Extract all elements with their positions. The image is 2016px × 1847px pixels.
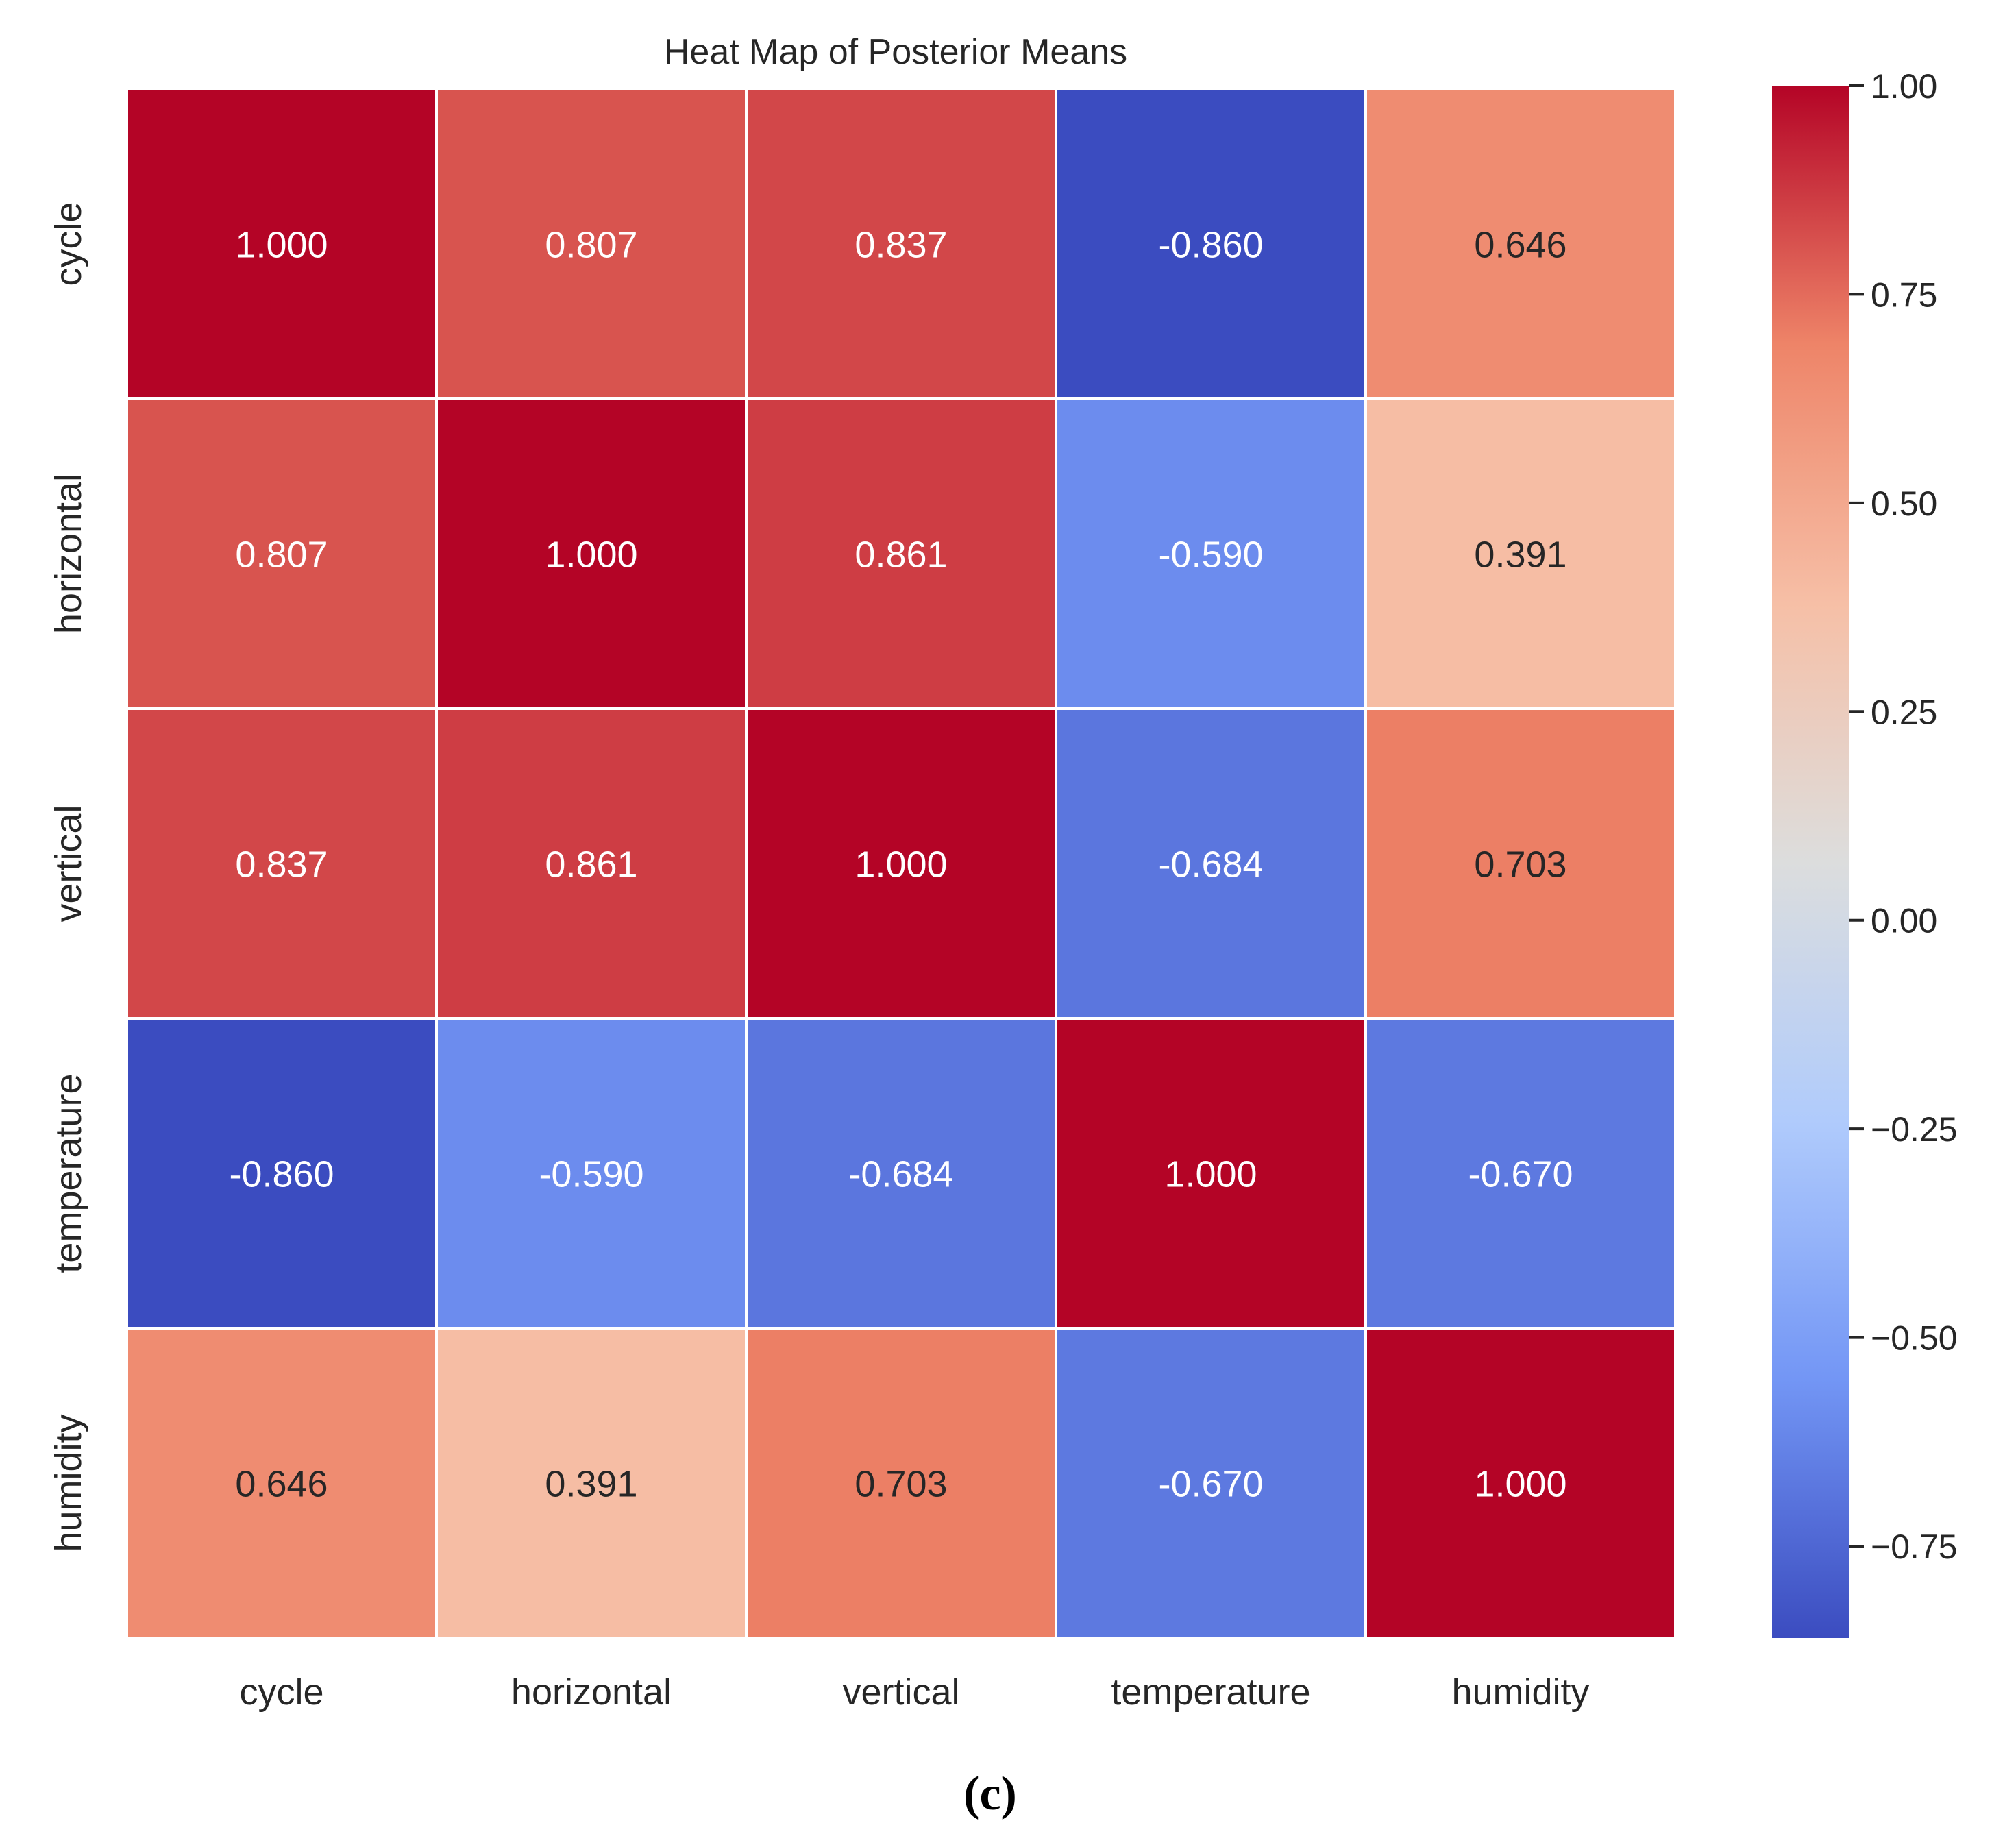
colorbar-scale — [1772, 86, 1849, 1638]
y-tick-label: vertical — [48, 805, 89, 922]
y-tick-label: temperature — [48, 1073, 89, 1273]
colorbar-tick-label: 0.75 — [1871, 276, 1937, 314]
colorbar: 1.00 0.75 0.50 0.25 0.00 −0.25 −0.50 −0.75 — [1772, 67, 1958, 1638]
heatmap-cell — [1364, 397, 1677, 710]
heatmap-cell-label: 0.703 — [855, 1463, 947, 1504]
heatmap-cell-label: 0.646 — [1474, 224, 1566, 265]
heatmap-cell — [435, 707, 748, 1020]
heatmap-cell-label: 1.000 — [545, 534, 637, 575]
y-tick-label: humidity — [48, 1414, 89, 1552]
x-tick-label: temperature — [1111, 1672, 1310, 1713]
heatmap-cell — [1055, 1327, 1367, 1639]
colorbar-tick-label: 0.50 — [1871, 485, 1937, 523]
heatmap-cell-label: 0.703 — [1474, 844, 1566, 885]
colorbar-tick-label: 0.25 — [1871, 693, 1937, 731]
x-tick-label: humidity — [1451, 1672, 1589, 1713]
y-tick-label: horizontal — [48, 474, 89, 634]
heatmap-cell-label: 0.861 — [855, 534, 947, 575]
heatmap-cell-labels: 1.000 0.807 0.837 -0.860 0.646 0.807 1.000 0.86… — [229, 224, 1573, 1504]
heatmap-cell — [1055, 1017, 1367, 1330]
heatmap-cell — [745, 1017, 1057, 1330]
heatmap-cell-label: -0.860 — [1158, 224, 1263, 265]
heatmap-cell — [125, 88, 438, 400]
x-tick-label: vertical — [842, 1672, 959, 1713]
colorbar-tick-label: 0.00 — [1871, 902, 1937, 940]
heatmap-cell — [745, 1327, 1057, 1639]
heatmap-cell-label: 0.837 — [855, 224, 947, 265]
heatmap-cell-label: -0.670 — [1468, 1153, 1573, 1195]
heatmap-cell-label: 0.837 — [235, 844, 328, 885]
heatmap-cell — [1055, 707, 1367, 1020]
heatmap-cell — [1364, 1017, 1677, 1330]
heatmap-cell-label: 0.861 — [545, 844, 637, 885]
heatmap-cell — [1364, 707, 1677, 1020]
x-tick-label: horizontal — [511, 1672, 672, 1713]
heatmap-cell-label: -0.860 — [229, 1153, 334, 1195]
colorbar-tick-label: 1.00 — [1871, 67, 1937, 106]
heatmap-cell-label: 0.646 — [235, 1463, 328, 1504]
heatmap-cell-label: -0.590 — [539, 1153, 643, 1195]
heatmap-cell — [745, 397, 1057, 710]
heatmap-cell — [435, 1017, 748, 1330]
heatmap-cell — [1055, 88, 1367, 400]
heatmap-cell — [125, 1327, 438, 1639]
heatmap-cell — [1364, 1327, 1677, 1639]
heatmap-cell-label: 0.391 — [1474, 534, 1566, 575]
heatmap-cell — [435, 397, 748, 710]
heatmap-cell — [745, 88, 1057, 400]
colorbar-tick-label: −0.75 — [1871, 1528, 1958, 1566]
heatmap-cell-label: 1.000 — [1474, 1463, 1566, 1504]
heatmap-cell — [125, 1017, 438, 1330]
x-axis-tick-labels: cycle horizontal vertical temperature humidi… — [239, 1672, 1589, 1713]
y-tick-label: cycle — [48, 201, 89, 286]
heatmap-cell-label: 1.000 — [235, 224, 328, 265]
heatmap-cell — [745, 707, 1057, 1020]
x-tick-label: cycle — [239, 1672, 323, 1713]
heatmap-cell-label: -0.684 — [848, 1153, 953, 1195]
heatmap-cell — [435, 1327, 748, 1639]
heatmap-cell-label: 0.807 — [235, 534, 328, 575]
heatmap-cell-label: 1.000 — [1164, 1153, 1257, 1195]
heatmap-cell — [435, 88, 748, 400]
heatmap-cell — [1055, 397, 1367, 710]
y-axis-tick-labels: cycle horizontal vertical temperature humidi… — [48, 201, 89, 1552]
chart-title: Heat Map of Posterior Means — [664, 32, 1127, 72]
heatmap-cell-label: 0.807 — [545, 224, 637, 265]
heatmap-cell-label: 1.000 — [855, 844, 947, 885]
panel-caption: (c) — [963, 1768, 1017, 1820]
heatmap-cells — [125, 88, 1677, 1639]
heatmap-cell-label: 0.391 — [545, 1463, 637, 1504]
colorbar-tick-label: −0.50 — [1871, 1319, 1958, 1358]
colorbar-tick-label: −0.25 — [1871, 1110, 1958, 1149]
heatmap-cell-label: -0.670 — [1158, 1463, 1263, 1504]
heatmap-cell-label: -0.590 — [1158, 534, 1263, 575]
heatmap-cell-label: -0.684 — [1158, 844, 1263, 885]
